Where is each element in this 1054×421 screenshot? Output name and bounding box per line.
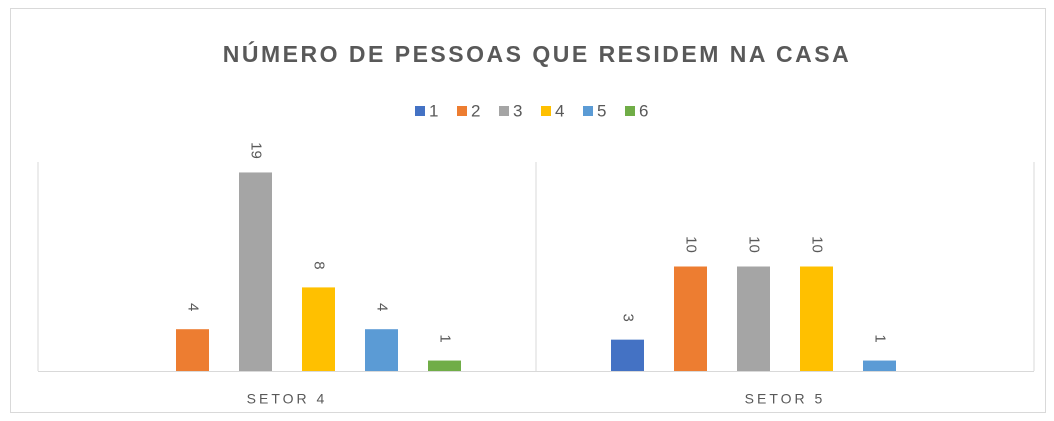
bar bbox=[674, 266, 707, 371]
legend-label: 2 bbox=[471, 101, 480, 120]
data-label: 4 bbox=[185, 303, 202, 311]
data-label: 10 bbox=[746, 236, 763, 253]
data-label: 19 bbox=[248, 142, 265, 159]
legend-label: 4 bbox=[555, 101, 564, 120]
chart-border bbox=[10, 8, 1046, 413]
bar bbox=[176, 329, 209, 371]
x-tick-label: SETOR 4 bbox=[247, 391, 328, 407]
legend-swatch bbox=[457, 106, 467, 116]
legend-label: 6 bbox=[639, 101, 648, 120]
data-label: 1 bbox=[872, 334, 889, 342]
bar bbox=[428, 360, 461, 371]
bar bbox=[863, 360, 896, 371]
legend-swatch bbox=[541, 106, 551, 116]
legend-label: 5 bbox=[597, 101, 606, 120]
legend-swatch bbox=[583, 106, 593, 116]
data-label: 10 bbox=[683, 236, 700, 253]
bar bbox=[365, 329, 398, 371]
bar bbox=[302, 287, 335, 371]
legend-swatch bbox=[415, 106, 425, 116]
legend-swatch bbox=[499, 106, 509, 116]
chart-title: NÚMERO DE PESSOAS QUE RESIDEM NA CASA bbox=[223, 40, 851, 67]
x-tick-label: SETOR 5 bbox=[745, 391, 826, 407]
data-label: 1 bbox=[437, 334, 454, 342]
legend-swatch bbox=[625, 106, 635, 116]
legend-label: 3 bbox=[513, 101, 522, 120]
bar bbox=[611, 339, 644, 371]
bar bbox=[737, 266, 770, 371]
data-label: 3 bbox=[620, 313, 637, 321]
data-label: 8 bbox=[311, 261, 328, 269]
data-label: 10 bbox=[809, 236, 826, 253]
legend-label: 1 bbox=[429, 101, 438, 120]
bar bbox=[239, 172, 272, 371]
bar bbox=[800, 266, 833, 371]
data-label: 4 bbox=[374, 303, 391, 311]
